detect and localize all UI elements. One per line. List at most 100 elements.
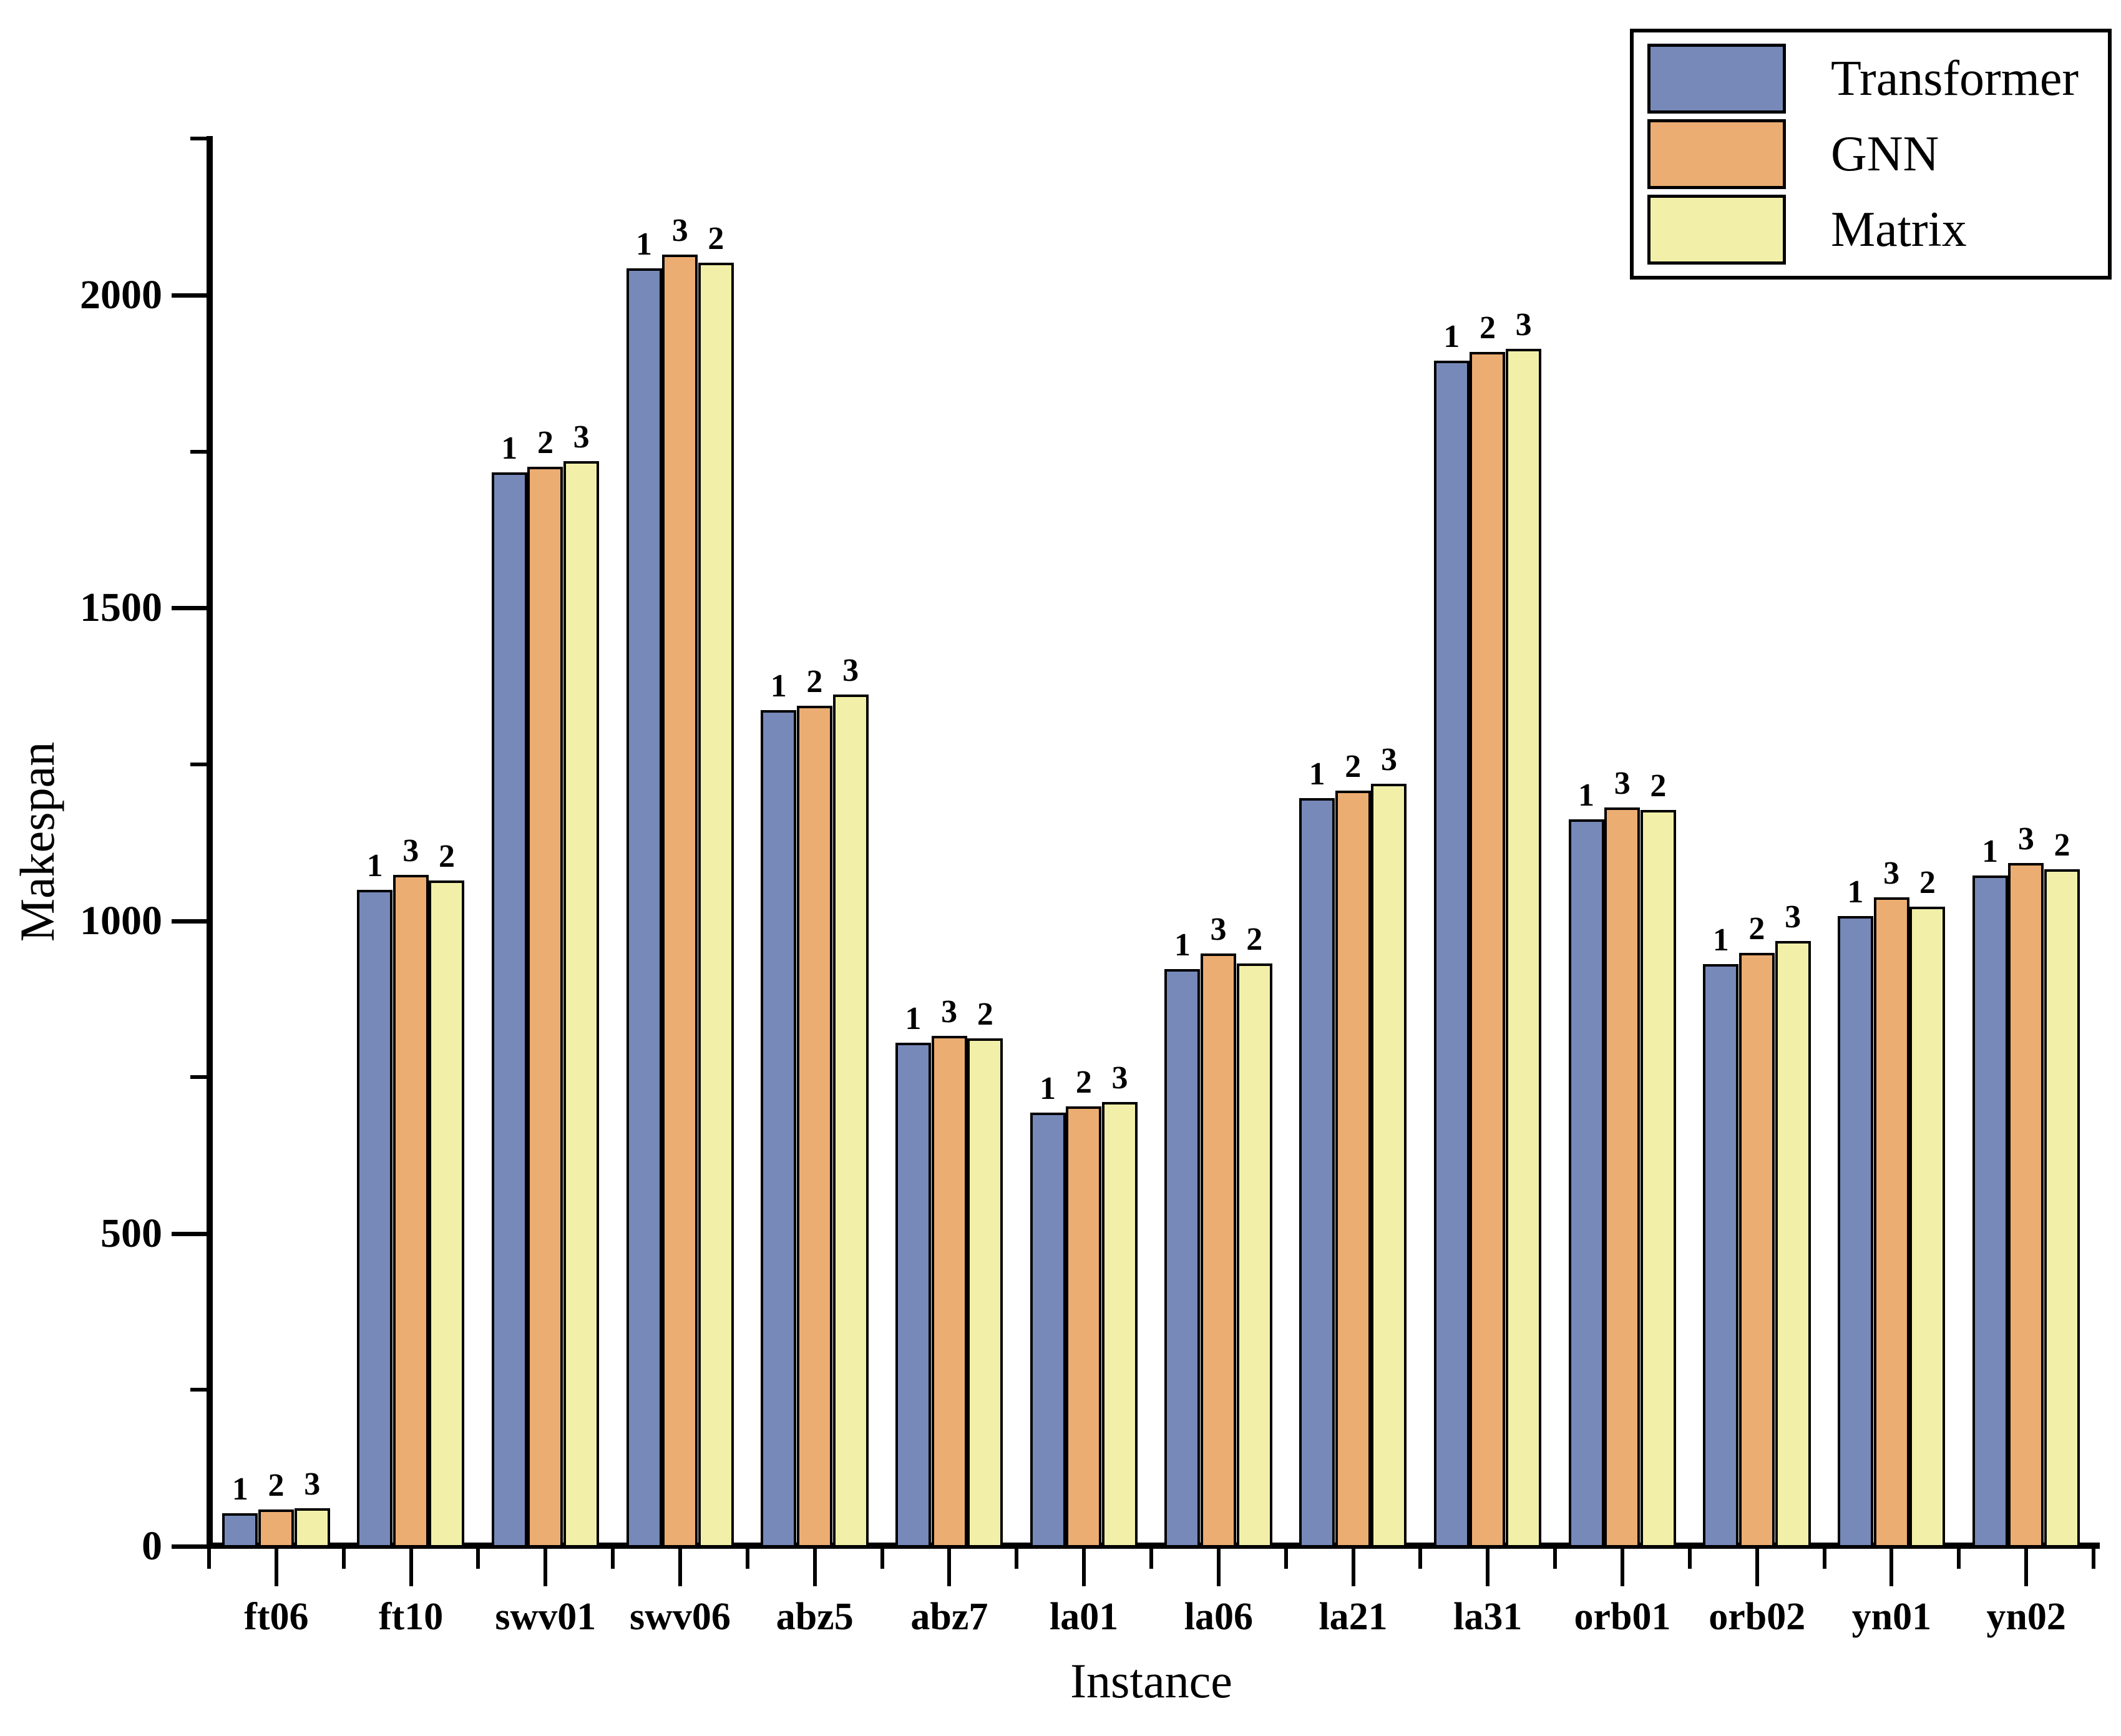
legend-label-transformer: Transformer bbox=[1831, 51, 2079, 107]
y-minor-tick bbox=[190, 762, 209, 766]
legend-label-matrix: Matrix bbox=[1831, 202, 1967, 257]
rank-label: 2 bbox=[268, 1467, 285, 1503]
x-major-tick bbox=[812, 1549, 817, 1586]
x-minor-tick bbox=[1957, 1549, 1961, 1569]
x-major-tick bbox=[1082, 1549, 1086, 1586]
y-tick-label: 1500 bbox=[80, 585, 162, 631]
rank-label: 2 bbox=[1748, 910, 1765, 947]
legend-label-gnn: GNN bbox=[1831, 126, 1939, 182]
bar-gnn-yn02 bbox=[2008, 863, 2044, 1548]
x-category-label: ft06 bbox=[244, 1596, 309, 1638]
y-major-tick bbox=[172, 1544, 209, 1549]
x-major-tick bbox=[544, 1549, 548, 1586]
rank-label: 3 bbox=[941, 993, 958, 1030]
rank-label: 1 bbox=[1712, 922, 1729, 958]
bar-matrix-yn01 bbox=[1909, 907, 1946, 1548]
rank-label: 1 bbox=[636, 226, 652, 262]
bar-matrix-la01 bbox=[1102, 1102, 1138, 1548]
x-category-label: la01 bbox=[1050, 1596, 1119, 1638]
x-minor-tick bbox=[880, 1549, 884, 1569]
bar-transformer-yn01 bbox=[1837, 916, 1873, 1548]
bar-gnn-la21 bbox=[1335, 790, 1371, 1548]
bar-matrix-orb01 bbox=[1640, 810, 1676, 1548]
bar-transformer-orb01 bbox=[1568, 819, 1604, 1548]
bar-matrix-la06 bbox=[1236, 963, 1272, 1548]
bar-transformer-ft10 bbox=[357, 890, 393, 1548]
rank-label: 1 bbox=[366, 848, 383, 884]
x-major-tick bbox=[274, 1549, 278, 1586]
x-major-tick bbox=[2024, 1549, 2029, 1586]
rank-label: 1 bbox=[1309, 756, 1325, 792]
rank-label: 2 bbox=[1919, 865, 1936, 901]
bar-transformer-la21 bbox=[1299, 798, 1335, 1548]
bar-gnn-abz7 bbox=[931, 1035, 967, 1548]
rank-label: 2 bbox=[1246, 921, 1263, 957]
rank-label: 2 bbox=[1479, 310, 1496, 346]
rank-label: 2 bbox=[1075, 1065, 1092, 1101]
y-tick-label: 1000 bbox=[80, 897, 162, 944]
x-category-label: swv06 bbox=[630, 1596, 731, 1638]
rank-label: 3 bbox=[842, 652, 859, 688]
y-minor-tick bbox=[190, 137, 209, 141]
rank-label: 3 bbox=[1380, 741, 1397, 778]
x-minor-tick bbox=[611, 1549, 615, 1569]
bar-transformer-la06 bbox=[1164, 968, 1201, 1548]
rank-label: 3 bbox=[1515, 307, 1532, 343]
rank-label: 3 bbox=[1111, 1060, 1128, 1096]
rank-label: 1 bbox=[1578, 778, 1594, 814]
y-axis-line bbox=[207, 136, 213, 1549]
rank-label: 2 bbox=[806, 663, 823, 700]
bar-transformer-swv06 bbox=[626, 268, 662, 1548]
x-minor-tick bbox=[1149, 1549, 1153, 1569]
rank-label: 1 bbox=[770, 668, 787, 704]
bar-gnn-abz5 bbox=[796, 705, 832, 1548]
y-tick-label: 2000 bbox=[80, 272, 162, 318]
x-minor-tick bbox=[1553, 1549, 1558, 1569]
bar-matrix-swv06 bbox=[698, 262, 734, 1548]
y-tick-label: 500 bbox=[100, 1210, 162, 1256]
rank-label: 3 bbox=[1614, 766, 1631, 802]
y-tick-label: 0 bbox=[142, 1523, 162, 1569]
rank-label: 3 bbox=[1785, 899, 1802, 935]
rank-label: 2 bbox=[2054, 827, 2070, 864]
bar-gnn-orb01 bbox=[1604, 807, 1641, 1548]
x-major-tick bbox=[409, 1549, 413, 1586]
x-category-label: abz7 bbox=[910, 1596, 988, 1638]
bar-matrix-la31 bbox=[1506, 349, 1542, 1548]
legend: Transformer GNN Matrix bbox=[1630, 29, 2112, 280]
rank-label: 3 bbox=[402, 833, 419, 869]
rank-label: 1 bbox=[1982, 834, 1999, 870]
x-minor-tick bbox=[1015, 1549, 1019, 1569]
x-category-label: orb01 bbox=[1574, 1596, 1671, 1638]
y-major-tick bbox=[172, 606, 209, 611]
y-minor-tick bbox=[190, 1075, 209, 1080]
x-major-tick bbox=[1351, 1549, 1355, 1586]
x-minor-tick bbox=[745, 1549, 749, 1569]
x-minor-tick bbox=[1418, 1549, 1423, 1569]
y-major-tick bbox=[172, 919, 209, 924]
x-minor-tick bbox=[1687, 1549, 1692, 1569]
bar-matrix-abz7 bbox=[967, 1038, 1003, 1548]
x-category-label: la31 bbox=[1453, 1596, 1523, 1638]
rank-label: 2 bbox=[1650, 768, 1667, 804]
rank-label: 1 bbox=[232, 1471, 248, 1507]
x-category-label: yn02 bbox=[1986, 1596, 2066, 1638]
x-minor-tick bbox=[207, 1549, 211, 1569]
x-axis-line bbox=[207, 1543, 2100, 1549]
rank-label: 3 bbox=[2017, 821, 2034, 857]
bar-matrix-ft06 bbox=[294, 1508, 330, 1548]
bar-transformer-la01 bbox=[1030, 1113, 1066, 1548]
rank-label: 1 bbox=[1174, 927, 1191, 963]
legend-item-matrix: Matrix bbox=[1647, 193, 2108, 266]
bar-matrix-la21 bbox=[1371, 783, 1407, 1548]
bar-matrix-orb02 bbox=[1775, 940, 1811, 1548]
rank-label: 3 bbox=[1883, 856, 1900, 892]
bar-transformer-swv01 bbox=[491, 472, 527, 1548]
bar-gnn-orb02 bbox=[1738, 952, 1775, 1548]
rank-label: 2 bbox=[537, 424, 553, 461]
legend-swatch-matrix-icon bbox=[1647, 194, 1786, 265]
bar-gnn-la01 bbox=[1066, 1106, 1102, 1548]
legend-item-transformer: Transformer bbox=[1647, 42, 2108, 115]
x-major-tick bbox=[1621, 1549, 1624, 1586]
rank-label: 1 bbox=[1443, 319, 1460, 355]
